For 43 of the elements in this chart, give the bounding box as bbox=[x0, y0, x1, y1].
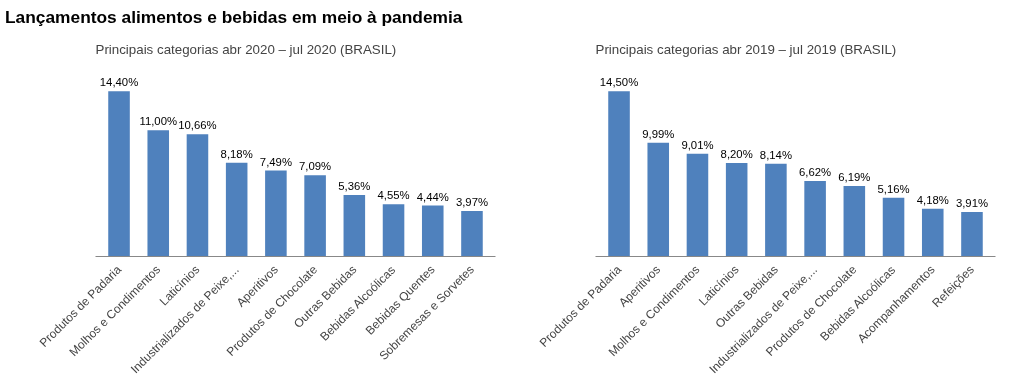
data-label: 7,09% bbox=[299, 160, 332, 173]
data-label: 5,36% bbox=[338, 179, 371, 192]
data-label: 6,62% bbox=[799, 166, 832, 179]
bar bbox=[608, 91, 630, 257]
data-label: 8,14% bbox=[759, 148, 792, 161]
bar bbox=[147, 130, 170, 257]
data-label: 3,97% bbox=[455, 195, 489, 208]
bar bbox=[186, 134, 209, 257]
chart-title: Lançamentos alimentos e bebidas em meio à pandemia bbox=[5, 6, 463, 29]
data-label: 7,49% bbox=[259, 155, 292, 168]
chart-subtitle: Principais categorias abr 2020 – jul 2020 (BRASIL) bbox=[95, 41, 397, 57]
bar bbox=[647, 142, 670, 257]
bar bbox=[461, 210, 483, 257]
data-label: 11,00% bbox=[139, 115, 178, 128]
bar bbox=[265, 170, 287, 257]
data-label: 5,16% bbox=[877, 182, 910, 195]
data-label: 4,44% bbox=[416, 190, 449, 203]
bar bbox=[108, 91, 130, 257]
data-label: 8,20% bbox=[720, 148, 753, 161]
bar bbox=[304, 175, 326, 257]
data-label: 10,66% bbox=[178, 119, 217, 132]
bar bbox=[843, 185, 866, 257]
bar bbox=[225, 162, 248, 257]
data-label: 14,50% bbox=[599, 76, 639, 89]
bar bbox=[765, 163, 787, 257]
data-label: 8,18% bbox=[220, 147, 253, 160]
data-label: 3,91% bbox=[955, 196, 989, 209]
bar bbox=[804, 181, 826, 257]
bar bbox=[343, 194, 366, 257]
bar bbox=[382, 204, 405, 257]
data-label: 9,01% bbox=[681, 138, 714, 151]
chart-subtitle: Principais categorias abr 2019 – jul 2019 (BRASIL) bbox=[595, 41, 897, 57]
data-label: 6,19% bbox=[838, 170, 871, 183]
data-label: 4,18% bbox=[916, 193, 949, 206]
bar bbox=[421, 205, 444, 257]
data-label: 4,55% bbox=[377, 189, 410, 202]
bar bbox=[686, 153, 709, 257]
bar bbox=[961, 211, 983, 257]
data-label: 9,99% bbox=[642, 127, 675, 140]
data-label: 14,40% bbox=[99, 76, 139, 89]
bar bbox=[882, 197, 905, 257]
bar bbox=[725, 163, 748, 257]
bar bbox=[921, 208, 944, 257]
